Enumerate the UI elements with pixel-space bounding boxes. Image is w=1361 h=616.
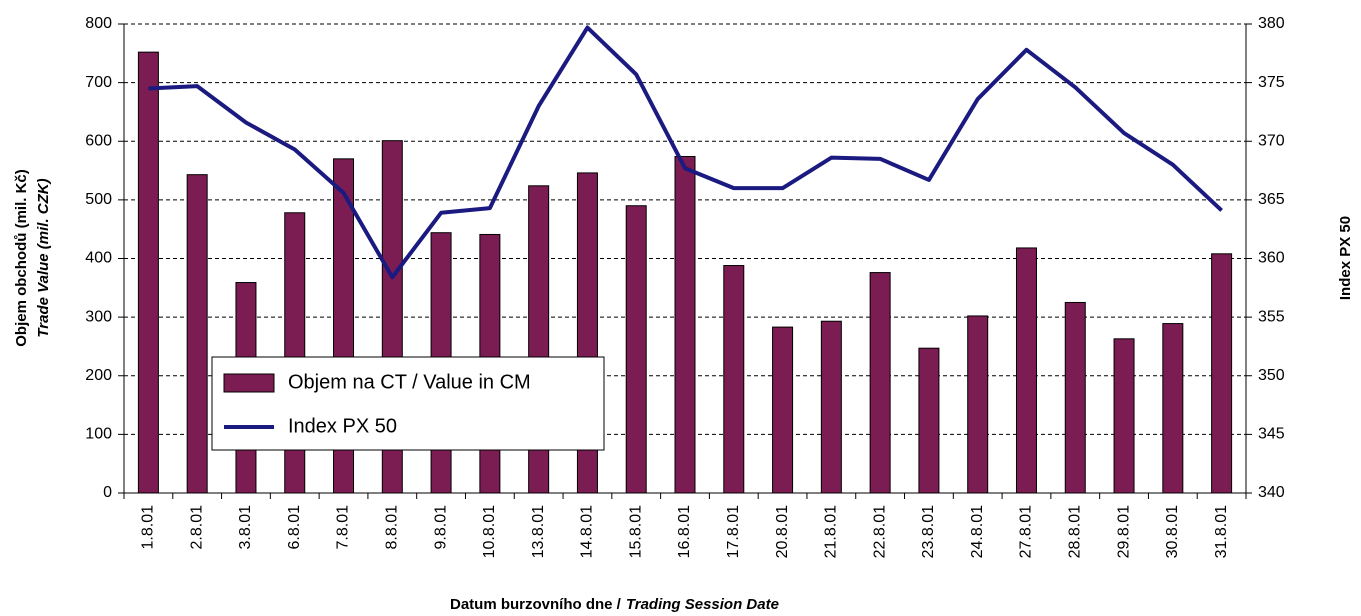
x-tick-label: 14.8.01 [579,505,596,558]
y2-tick-label: 380 [1258,15,1285,32]
x-tick-label: 22.8.01 [871,505,888,558]
y-tick-label: 600 [85,132,112,149]
x-tick-label: 23.8.01 [920,505,937,558]
x-tick-label: 6.8.01 [286,505,303,550]
x-tick-label: 30.8.01 [1164,505,1181,558]
bar [1162,323,1184,494]
y2-tick-label: 360 [1258,250,1285,267]
y2-tick-label: 350 [1258,367,1285,384]
bar [1064,301,1086,494]
bar [137,51,159,494]
bar [918,347,940,494]
x-tick-label: 28.8.01 [1066,505,1083,558]
y2-tick-label: 375 [1258,74,1285,91]
x-tick-label: 10.8.01 [481,505,498,558]
x-tick-label: 15.8.01 [627,505,644,558]
x-tick-label: 17.8.01 [725,505,742,558]
x-axis-label-en: Trading Session Date [626,596,779,613]
legend-label: Objem na CT / Value in CM [288,371,531,393]
bar [186,174,208,494]
bar [1015,247,1037,494]
y2-tick-label: 345 [1258,426,1285,443]
line [148,25,1223,280]
x-axis-label-cz: Datum burzovního dne / [450,596,622,613]
y-tick-label: 300 [85,308,112,325]
x-tick-label: 7.8.01 [335,505,352,550]
y-tick-label: 800 [85,15,112,32]
x-tick-label: 13.8.01 [530,505,547,558]
bar [1113,338,1135,494]
x-tick-label: 1.8.01 [140,505,157,550]
x-tick-label: 20.8.01 [774,505,791,558]
y2-tick-label: 355 [1258,308,1285,325]
x-tick-label: 27.8.01 [1018,505,1035,558]
x-tick-label: 29.8.01 [1115,505,1132,558]
x-axis-label: Datum burzovního dne / Trading Session Da… [450,596,779,613]
bar [284,212,306,494]
legend-box [211,356,605,451]
y2-tick-label: 365 [1258,191,1285,208]
bar [723,265,745,494]
y-tick-label: 0 [103,484,112,501]
x-tick-label: 2.8.01 [188,505,205,550]
bar [674,155,696,494]
y-tick-label: 200 [85,367,112,384]
y-axis-label: Objem obchodů (mil. Kč) [13,169,30,347]
y-tick-label: 400 [85,250,112,267]
y2-tick-label: 340 [1258,484,1285,501]
legend-swatch [223,373,275,393]
x-tick-label: 9.8.01 [432,505,449,550]
x-tick-label: 3.8.01 [237,505,254,550]
y-tick-label: 100 [85,426,112,443]
y-axis-label-en: Trade Value (mil. CZK) [35,178,52,337]
x-tick-label: 16.8.01 [676,505,693,558]
x-tick-label: 31.8.01 [1213,505,1230,558]
y-tick-label: 500 [85,191,112,208]
x-tick-label: 24.8.01 [969,505,986,558]
bar [869,272,891,494]
bar [772,326,794,494]
bar [820,320,842,494]
y-tick-label: 700 [85,74,112,91]
x-tick-label: 21.8.01 [823,505,840,558]
bar [625,205,647,494]
y2-axis-label: Index PX 50 [1337,216,1354,300]
y2-tick-label: 370 [1258,132,1285,149]
bar [1211,253,1233,494]
bar [967,315,989,494]
x-tick-label: 8.8.01 [384,505,401,550]
legend-label: Index PX 50 [288,415,397,437]
